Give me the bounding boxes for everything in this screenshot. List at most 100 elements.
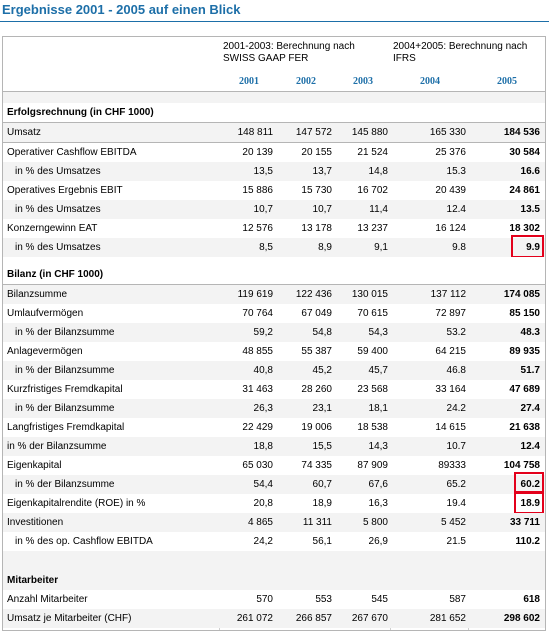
row-label: Langfristiges Fremdkapital (7, 422, 125, 433)
value-2002: 56,1 (312, 536, 332, 547)
page-title: Ergebnisse 2001 - 2005 auf einen Blick (2, 2, 241, 17)
value-2002: 28 260 (301, 384, 332, 395)
table-row: Konzerngewinn EAT 12 576 13 178 13 237 1… (3, 219, 545, 239)
row-label: in % der Bilanzsumme (7, 441, 107, 452)
table-row: Anlagevermögen 48 855 55 387 59 400 64 2… (3, 342, 545, 362)
row-label: Umsatz je Mitarbeiter (CHF) (7, 613, 132, 624)
value-2005: 33 711 (509, 517, 540, 528)
value-2005: 30 584 (509, 147, 540, 158)
value-2002: 20 155 (301, 147, 332, 158)
value-2003: 87 909 (357, 460, 388, 471)
table-row: in % des op. Cashflow EBITDA 24,2 56,1 2… (3, 532, 545, 552)
value-2004: 281 652 (429, 613, 466, 624)
value-2001: 10,7 (253, 204, 273, 215)
table-row: Eigenkapitalrendite (ROE) in % 20,8 18,9… (3, 491, 545, 514)
value-2004: 46.8 (446, 365, 466, 376)
value-2003: 21 524 (357, 147, 388, 158)
section-spacer (3, 551, 545, 571)
row-label: Bilanzsumme (7, 289, 68, 300)
value-2005: 27.4 (520, 403, 540, 414)
value-2004: 137 112 (430, 289, 466, 300)
value-2002: 8,9 (318, 242, 332, 253)
row-label: Konzerngewinn EAT (7, 223, 98, 234)
value-2001: 119 619 (237, 289, 273, 300)
value-2004: 72 897 (435, 308, 466, 319)
value-2005: 104 758 (503, 460, 540, 471)
value-2001: 65 030 (242, 460, 273, 471)
value-2002: 11 311 (302, 517, 332, 528)
section-header-erfolgsrechnung: Erfolgsrechnung (in CHF 1000) (3, 103, 545, 123)
value-2005: 85 150 (509, 308, 540, 319)
row-label: Anzahl Mitarbeiter (7, 594, 88, 605)
value-2005: 12.4 (520, 441, 540, 452)
section-spacer (3, 257, 545, 265)
value-2003: 54,3 (368, 327, 388, 338)
value-2002: 23,1 (312, 403, 332, 414)
results-table: 2001-2003: Berechnung nach SWISS GAAP FE… (2, 36, 546, 631)
value-2003: 130 015 (351, 289, 388, 300)
header-years-row: 2001 2002 2003 2004 2005 (3, 72, 545, 92)
value-2005: 51.7 (520, 365, 540, 376)
value-2003: 11,4 (369, 204, 388, 215)
value-2001: 18,8 (253, 441, 273, 452)
value-2004: 14 615 (435, 422, 466, 433)
value-2001: 4 865 (247, 517, 273, 528)
value-2001: 20,8 (253, 498, 273, 509)
table-row: Operativer Cashflow EBITDA 20 139 20 155… (3, 143, 545, 163)
value-2001: 8,5 (259, 242, 273, 253)
value-2002: 266 857 (295, 613, 332, 624)
year-2005: 2005 (497, 76, 517, 87)
table-row: Langfristiges Fremdkapital 22 429 19 006… (3, 418, 545, 438)
section-title: Mitarbeiter (7, 575, 59, 586)
value-2002: 55 387 (301, 346, 332, 357)
table-row: Bilanzsumme 119 619 122 436 130 015 137 … (3, 285, 545, 305)
value-2001: 148 811 (237, 127, 273, 138)
value-2003: 18,1 (368, 403, 388, 414)
value-2003: 67,6 (368, 479, 388, 490)
table-row: Operatives Ergebnis EBIT 15 886 15 730 1… (3, 181, 545, 201)
value-2002: 147 572 (295, 127, 332, 138)
value-2003: 16 702 (357, 185, 388, 196)
value-2002: 60,7 (312, 479, 332, 490)
table-row: in % der Bilanzsumme 18,8 15,5 14,3 10.7… (3, 437, 545, 457)
year-2004: 2004 (420, 76, 440, 87)
value-2004: 5 452 (440, 517, 466, 528)
value-2004: 15.3 (446, 166, 466, 177)
value-2001: 12 576 (242, 223, 273, 234)
value-2003: 9,1 (374, 242, 388, 253)
value-2004: 33 164 (435, 384, 466, 395)
value-2004: 89333 (438, 460, 466, 471)
row-label: Umsatz (7, 127, 41, 138)
value-2003: 145 880 (351, 127, 388, 138)
value-2002: 553 (315, 594, 332, 605)
table-row: Investitionen 4 865 11 311 5 800 5 452 3… (3, 513, 545, 533)
value-2002: 18,9 (312, 498, 332, 509)
row-label: in % des Umsatzes (15, 166, 101, 177)
year-2002: 2002 (296, 76, 316, 87)
table-row: in % der Bilanzsumme 59,2 54,8 54,3 53.2… (3, 323, 545, 343)
value-2003: 70 615 (357, 308, 388, 319)
value-2005: 298 602 (503, 613, 540, 624)
value-2004: 16 124 (435, 223, 466, 234)
value-2005: 184 536 (503, 127, 540, 138)
table-row: in % des Umsatzes 8,5 8,9 9,1 9.8 9.9 (3, 235, 545, 258)
value-2001: 59,2 (253, 327, 273, 338)
value-2005: 60.2 (520, 479, 540, 490)
value-2002: 13,7 (312, 166, 332, 177)
table-row: in % der Bilanzsumme 54,4 60,7 67,6 65.2… (3, 472, 545, 495)
row-label: Operativer Cashflow EBITDA (7, 147, 137, 158)
value-2003: 18 538 (357, 422, 388, 433)
value-2004: 53.2 (446, 327, 466, 338)
highlight-box (514, 491, 544, 514)
value-2002: 74 335 (301, 460, 332, 471)
table-row: in % der Bilanzsumme 40,8 45,2 45,7 46.8… (3, 361, 545, 381)
value-2003: 23 568 (357, 384, 388, 395)
value-2002: 10,7 (312, 204, 332, 215)
value-2001: 20 139 (242, 147, 273, 158)
value-2004: 64 215 (435, 346, 466, 357)
value-2004: 9.8 (452, 242, 466, 253)
value-2002: 122 436 (295, 289, 332, 300)
value-2005: 21 638 (509, 422, 540, 433)
value-2001: 31 463 (242, 384, 273, 395)
section-header-bilanz: Bilanz (in CHF 1000) (3, 265, 545, 285)
